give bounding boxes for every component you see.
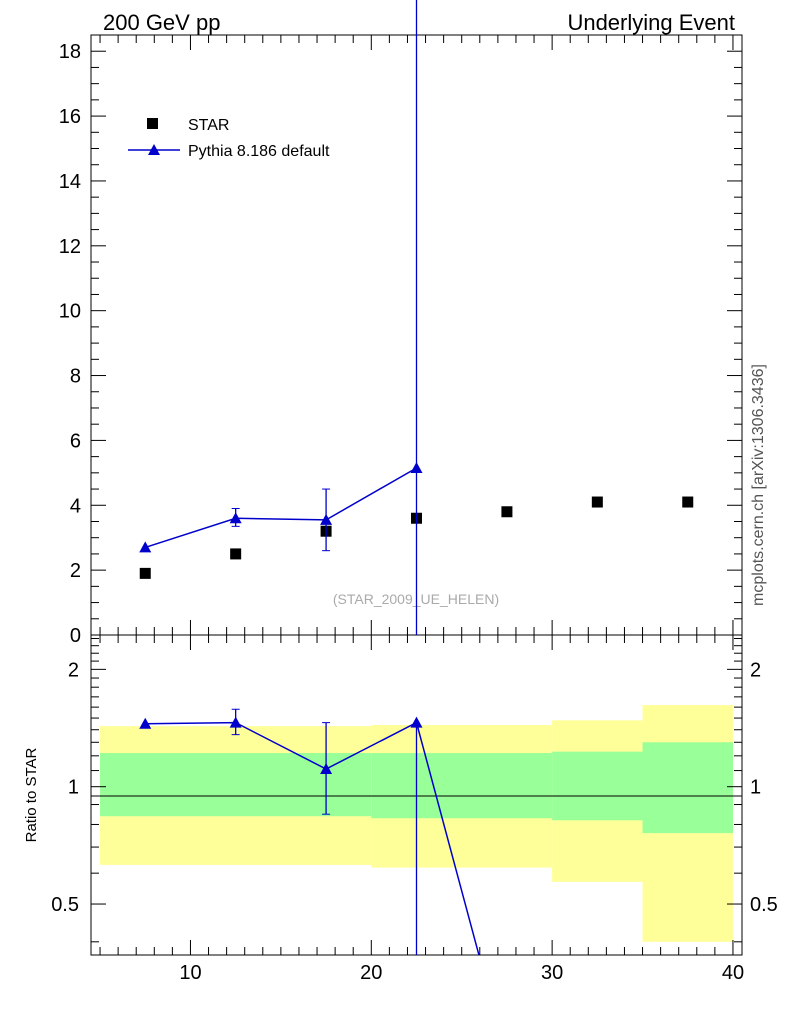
ratio-ytick-label-right: 1 [750,777,761,799]
ratio-band-inner [642,742,733,834]
ratio-band-inner [100,753,372,817]
ratio-pythia-point [410,716,423,728]
legend: STAR Pythia 8.186 default [128,117,330,160]
ratio-band-inner [552,751,643,821]
main-ytick-label: 10 [59,301,81,323]
star-data-point [591,496,603,508]
ratio-ytick-label: 2 [68,659,79,681]
star-data-point [139,567,151,579]
star-data-point [682,496,694,508]
ratio-ytick-label-right: 2 [750,659,761,681]
legend-mc-label: Pythia 8.186 default [188,143,330,160]
side-source-label: mcplots.cern.ch [arXiv:1306.3436] [750,364,767,606]
ratio-ytick-label-right: 0.5 [750,894,778,916]
ratio-pythia-point [139,717,152,729]
main-ytick-label: 4 [70,495,81,517]
ratio-xtick-label: 10 [179,962,201,984]
ratio-plot-marks [139,708,480,955]
pythia-series-line [145,467,417,549]
pythia-data-point [320,513,333,525]
pythia-data-point [229,512,242,524]
header-left: 200 GeV pp [103,10,220,35]
ratio-ytick-label: 0.5 [51,894,79,916]
ratio-pythia-point [229,716,242,728]
main-ytick-label: 8 [70,366,81,388]
ratio-ytick-label: 1 [68,777,79,799]
main-ytick-label: 6 [70,430,81,452]
header-right: Underlying Event [567,10,735,35]
ratio-ylabel: Ratio to STAR [23,747,40,842]
main-ytick-label: 2 [70,560,81,582]
star-data-point [501,506,513,518]
ratio-xtick-label: 30 [541,962,563,984]
legend-data-marker [147,118,158,129]
ratio-band-inner [371,753,553,819]
legend-mc-marker [148,144,160,155]
main-ytick-label: 0 [70,625,81,647]
main-ytick-label: 16 [59,106,81,128]
ratio-xtick-label: 20 [360,962,382,984]
ratio-xtick-label: 40 [722,962,744,984]
legend-data-label: STAR [188,117,229,134]
main-ytick-label: 14 [59,171,81,193]
main-ytick-label: 12 [59,236,81,258]
star-data-point [230,548,242,560]
main-ytick-label: 18 [59,41,81,63]
pythia-data-point [139,541,152,553]
ratio-pythia-point [320,763,333,775]
